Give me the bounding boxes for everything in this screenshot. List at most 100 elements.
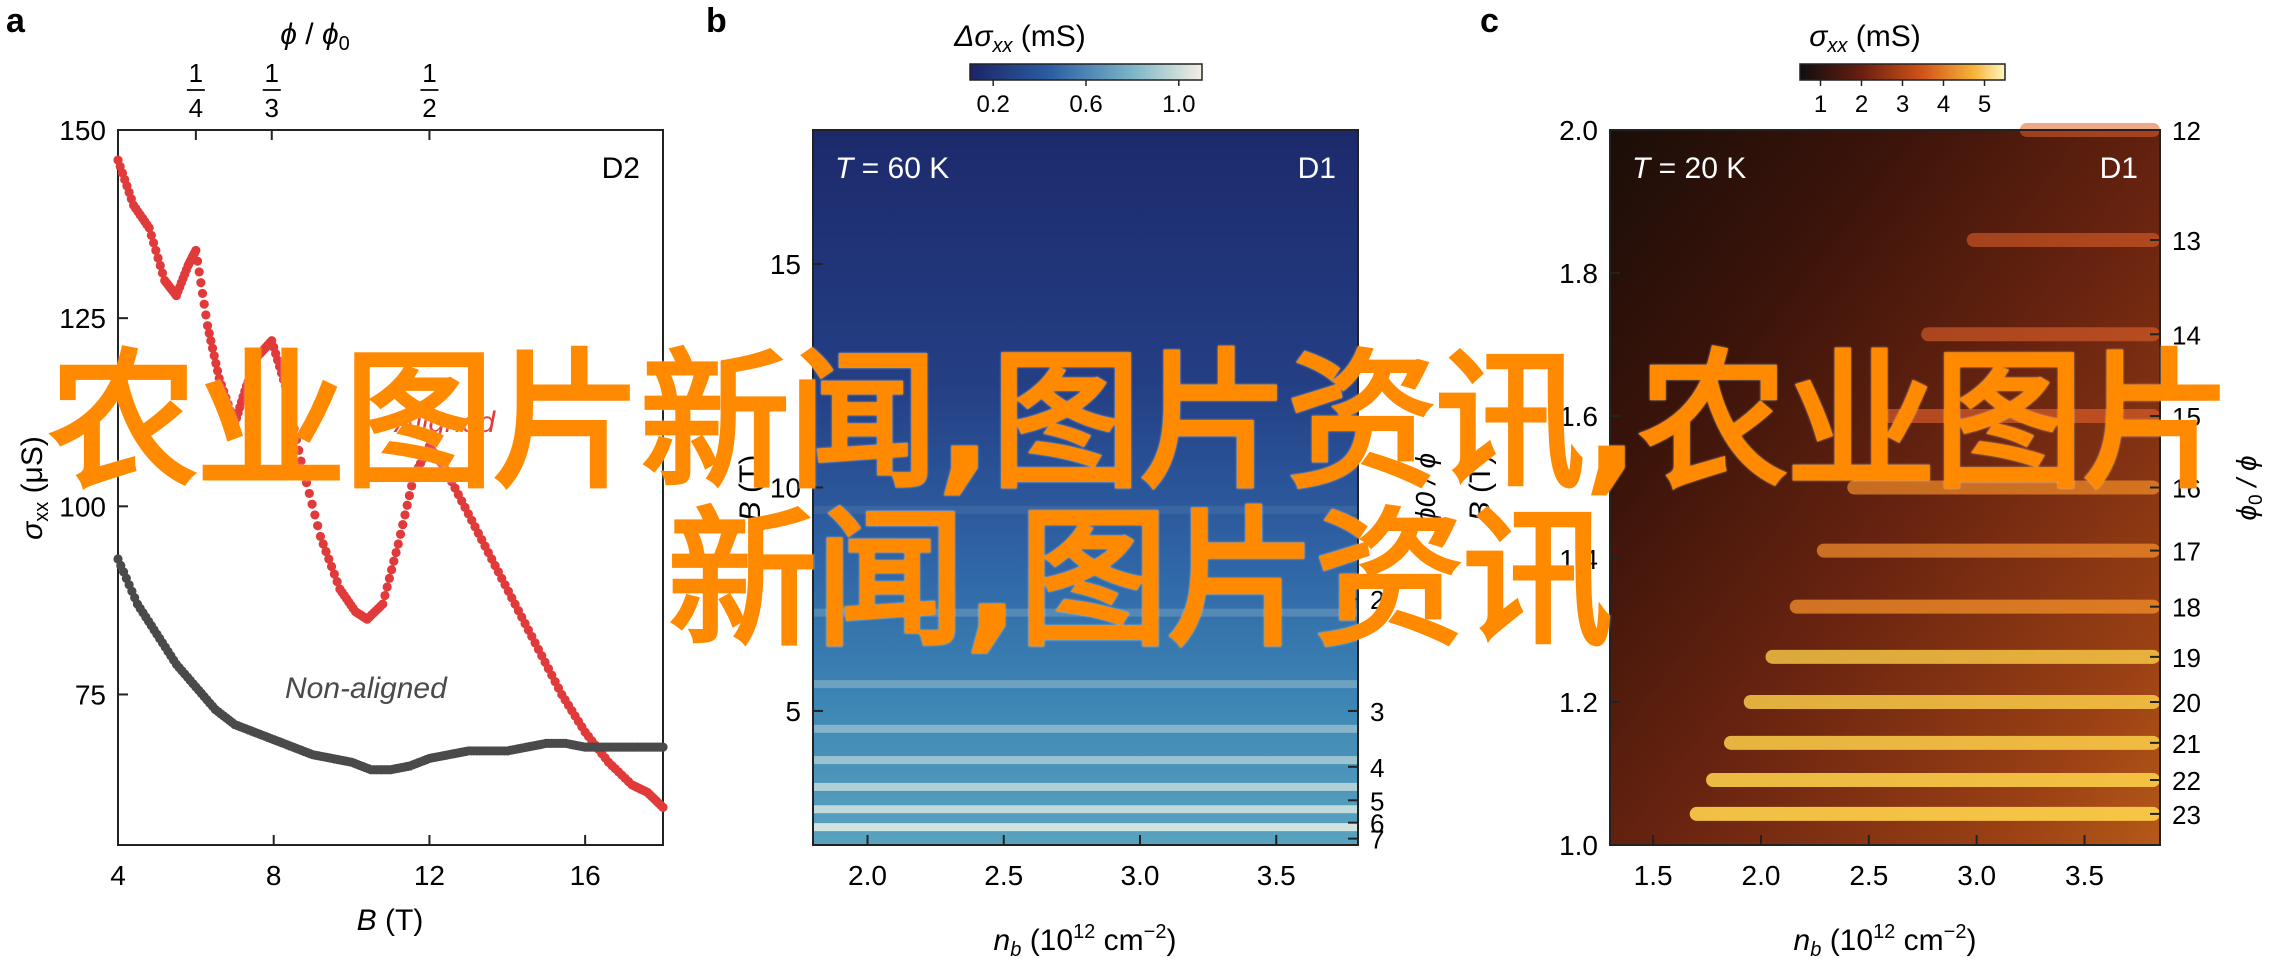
x-axis-label: nb (1012 cm−2)	[1794, 921, 1977, 961]
y-tick-label: 2.0	[1559, 115, 1598, 146]
y-tick-label: 125	[59, 303, 106, 334]
y-tick-label: 10	[770, 473, 801, 504]
data-point	[211, 358, 221, 368]
heatmap-band	[1847, 480, 2160, 495]
heatmap-band	[1789, 599, 2160, 614]
data-point	[398, 519, 408, 530]
data-point	[404, 490, 415, 501]
y-axis-label: B (T)	[734, 455, 767, 522]
y-tick-label: 5	[785, 696, 801, 727]
sample-tag: D2	[602, 152, 640, 185]
data-point	[151, 245, 161, 256]
colorbar-tick-label: 1	[1814, 91, 1827, 118]
data-point	[332, 576, 342, 587]
y-tick-label: 1.8	[1559, 258, 1598, 289]
data-point	[199, 299, 209, 309]
axes: 4 8 12 16 75 100 125 150	[59, 115, 600, 891]
data-point	[153, 253, 163, 263]
data-point	[407, 481, 417, 491]
heatmap-band	[813, 782, 1358, 791]
heatmap-band	[1724, 735, 2160, 750]
heatmap-band	[1706, 773, 2160, 787]
data-point	[294, 445, 304, 456]
right-tick-label: 2	[1370, 585, 1384, 615]
x-tick-label: 3.5	[1257, 860, 1296, 891]
data-point	[382, 582, 392, 592]
top-tick-denominator: 2	[422, 93, 436, 123]
data-point	[194, 267, 204, 277]
heatmap-band	[813, 756, 1358, 765]
data-point	[378, 599, 388, 609]
right-tick-label: 14	[2172, 320, 2201, 350]
data-point	[402, 500, 412, 510]
heatmap-band	[1816, 543, 2160, 558]
panel-letter: c	[1480, 2, 1499, 40]
right-tick-label: 3	[1370, 697, 1384, 727]
x-axis-label: nb (1012 cm−2)	[994, 921, 1177, 961]
aligned-annotation: Aligned	[393, 406, 496, 439]
colorbar-label: σxx (mS)	[1809, 20, 1920, 57]
heatmap-bands	[813, 505, 1358, 832]
data-point	[144, 223, 154, 233]
heatmap-band	[1966, 233, 2160, 247]
data-point	[310, 510, 320, 520]
data-point	[299, 467, 309, 477]
data-point	[296, 456, 306, 466]
y-tick-label: 1.0	[1559, 830, 1598, 861]
right-tick-label: 7	[1370, 825, 1384, 855]
colorbar-label: Δσxx (mS)	[953, 20, 1086, 57]
data-point	[280, 381, 290, 391]
y-tick-label: 1.2	[1559, 687, 1598, 718]
data-point	[283, 392, 293, 402]
panel-letter: b	[706, 2, 727, 40]
data-point	[157, 268, 168, 278]
right-tick-label: 4	[1370, 753, 1384, 783]
heatmap-band	[1765, 649, 2160, 664]
right-tick-label: 17	[2172, 537, 2201, 567]
colorbar	[1799, 63, 2006, 81]
y-tick-label: 15	[770, 249, 801, 280]
series-aligned	[113, 155, 668, 812]
sample-tag: D1	[2100, 152, 2138, 185]
right-tick-label: 15	[2172, 402, 2201, 432]
y-tick-label: 1.6	[1559, 401, 1598, 432]
data-point	[206, 336, 216, 346]
x-tick-label: 2.5	[1849, 860, 1888, 891]
top-tick-numerator: 1	[189, 58, 203, 88]
data-point	[387, 565, 397, 575]
heatmap-band	[1881, 409, 2160, 423]
heatmap-band	[813, 608, 1358, 617]
data-point	[326, 561, 337, 572]
x-tick-label: 2.5	[984, 860, 1023, 891]
top-tick-denominator: 4	[189, 93, 203, 123]
colorbar-tick-label: 0.2	[977, 91, 1010, 118]
x-tick-label: 1.5	[1634, 860, 1673, 891]
data-point	[329, 569, 339, 579]
data-point	[155, 260, 165, 271]
colorbar-tick-label: 2	[1855, 91, 1868, 118]
heatmap-band	[1921, 327, 2160, 342]
colorbar-tick-label: 4	[1937, 91, 1950, 118]
data-point	[315, 531, 326, 542]
right-tick-label: 20	[2172, 688, 2201, 718]
colorbar-tick-label: 5	[1978, 91, 1991, 118]
axes: 1.5 2.0 2.5 3.0 3.5 1.0 1.2 1.4 1.6 1.8 2.0 12 13 14 1…	[1559, 115, 2201, 891]
data-point	[209, 351, 219, 361]
data-point	[191, 245, 201, 256]
data-point	[389, 556, 399, 566]
right-tick-label: 22	[2172, 766, 2201, 796]
colorbar-ticks: 1 2 3 4 5	[1814, 80, 1991, 118]
data-point	[658, 802, 668, 812]
colorbar-tick-label: 1.0	[1162, 91, 1195, 118]
right-tick-label: 16	[2172, 474, 2201, 504]
right-tick-label: 6	[1370, 809, 1384, 839]
data-point	[204, 328, 214, 338]
top-tick-numerator: 1	[265, 58, 279, 88]
x-tick-label: 12	[414, 860, 445, 891]
x-tick-label: 16	[570, 860, 601, 891]
data-point	[400, 510, 410, 520]
top-tick-denominator: 3	[265, 93, 279, 123]
